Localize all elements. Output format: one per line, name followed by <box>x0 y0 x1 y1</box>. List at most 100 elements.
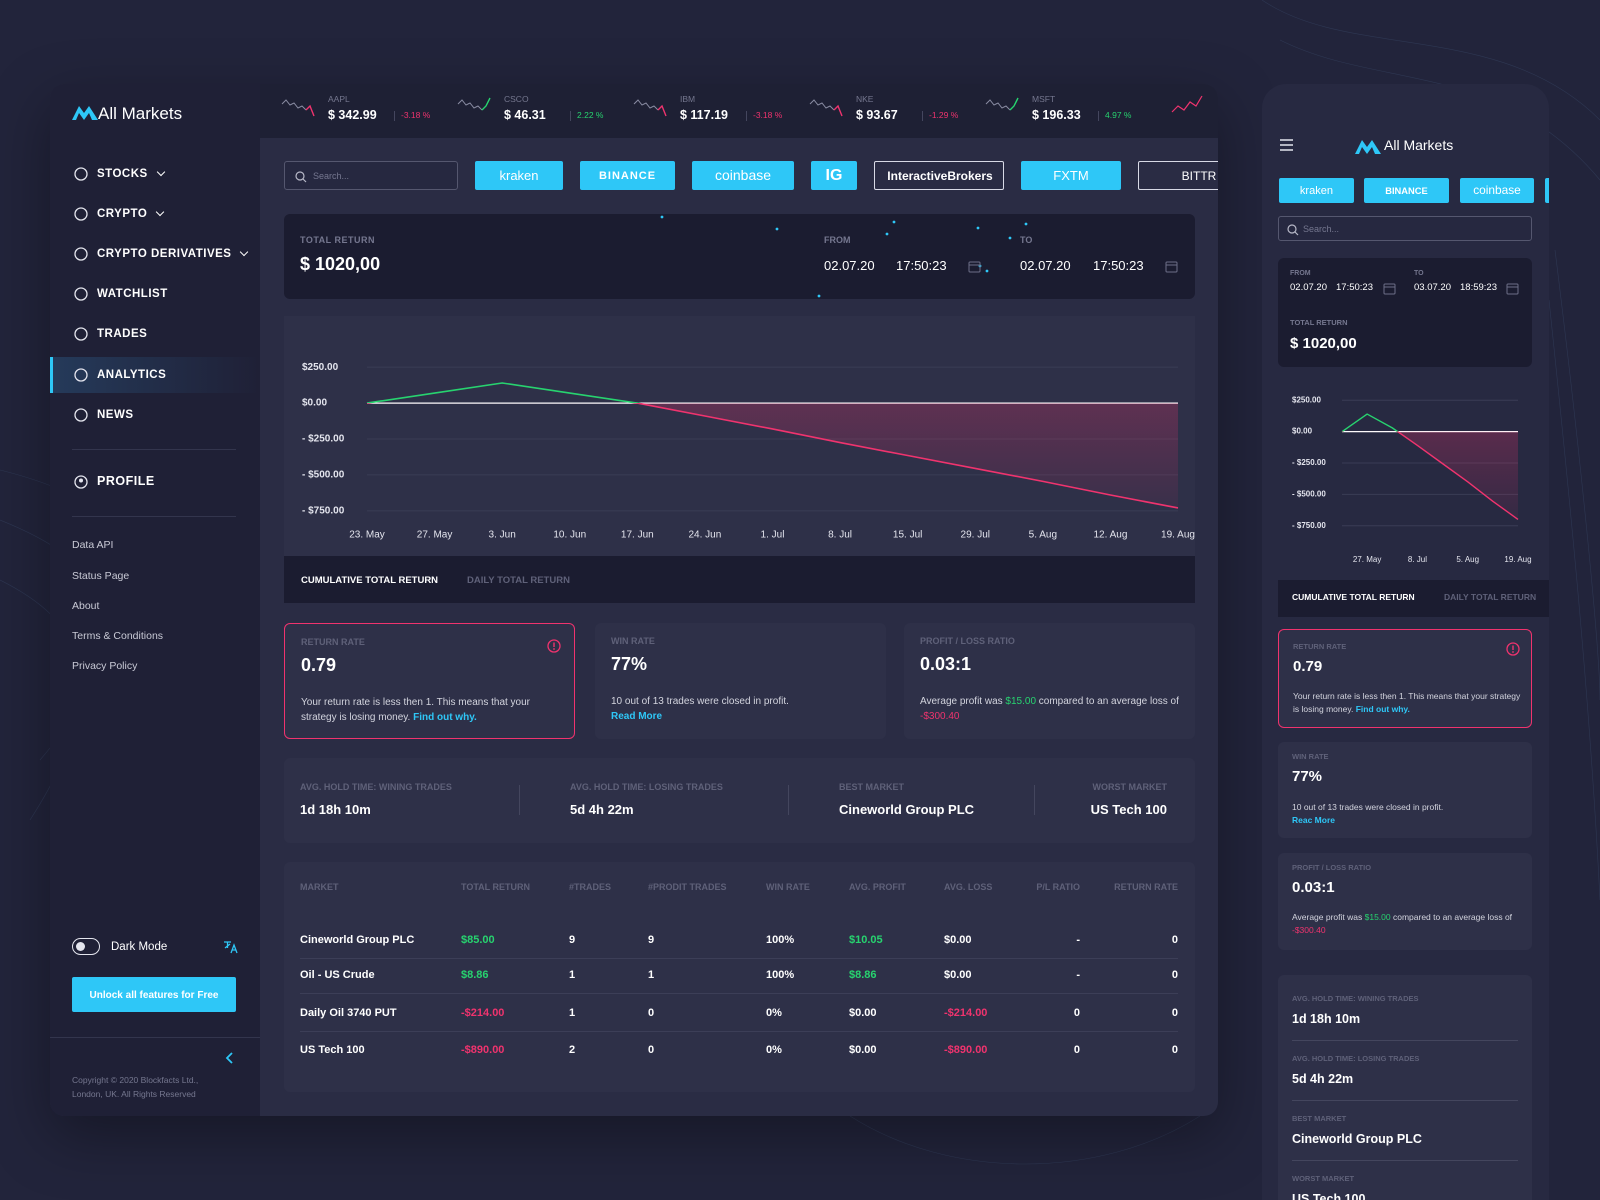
metric-card: WIN RATE 77% 10 out of 13 trades were clos… <box>1278 742 1532 838</box>
nav-icon <box>74 247 88 261</box>
table-header: AVG. LOSS <box>944 882 993 893</box>
sparkline <box>457 97 491 111</box>
exchange-button[interactable]: BINANCE <box>1364 178 1449 203</box>
link[interactable]: Reac More <box>1292 815 1335 825</box>
icon-part <box>79 478 83 483</box>
nav-profile[interactable]: PROFILE <box>97 474 155 489</box>
table-cell: 0 <box>648 1043 655 1056</box>
mesh-line <box>1279 39 1600 181</box>
exchange-name: kraken <box>499 167 539 183</box>
exchange-name: FXTM <box>1053 167 1089 183</box>
card-text: Average profit was $15.00 compared to an… <box>1292 911 1520 937</box>
exchange-button[interactable]: InteractiveBrokers <box>874 161 1004 190</box>
icon-part <box>74 207 88 221</box>
tab[interactable]: DAILY TOTAL RETURN <box>467 574 570 586</box>
separator <box>1034 785 1035 815</box>
row-separator <box>300 958 1178 959</box>
exchange-button[interactable]: coinbase <box>1460 178 1534 203</box>
link[interactable]: Find out why. <box>1355 704 1410 714</box>
collapse-icon <box>225 1052 233 1064</box>
tab[interactable]: DAILY TOTAL RETURN <box>1444 592 1537 603</box>
nav-item[interactable]: ANALYTICS <box>97 368 167 381</box>
calendar-icon <box>1383 283 1396 295</box>
exchange-name: IG <box>825 167 843 185</box>
label: FROM <box>824 235 851 246</box>
icon-part <box>660 215 664 219</box>
nav-item[interactable]: STOCKS <box>97 167 148 180</box>
footer-link[interactable]: Privacy Policy <box>72 660 138 673</box>
table-cell: $8.86 <box>849 968 877 981</box>
exchange-button[interactable]: coinbase <box>692 161 794 190</box>
ticker-change: -3.18 % <box>746 110 782 121</box>
footer-link[interactable]: Status Page <box>72 570 130 583</box>
icon-part <box>224 941 238 954</box>
exchange-button[interactable]: BINANCE <box>580 161 675 190</box>
table-cell: US Tech 100 <box>300 1043 365 1056</box>
sparkline <box>281 99 315 117</box>
icon-part <box>817 294 821 298</box>
stat-value: US Tech 100 <box>1292 1192 1366 1200</box>
exchange-button[interactable]: FXTM <box>1021 161 1121 190</box>
dark-mode-toggle[interactable] <box>72 938 100 955</box>
nav-item[interactable]: CRYPTO DERIVATIVES <box>97 247 232 260</box>
stat-label: AVG. HOLD TIME: WINING TRADES <box>300 782 452 793</box>
search-box[interactable]: Search... <box>284 161 458 190</box>
icon-part <box>985 269 989 273</box>
link[interactable]: Read More <box>611 711 663 722</box>
from-time: 17:50:23 <box>1336 281 1373 293</box>
stat-value: 5d 4h 22m <box>1292 1072 1354 1087</box>
logo <box>72 106 98 120</box>
table-cell: 0 <box>1073 1006 1080 1019</box>
to-time: 18:59:23 <box>1460 281 1497 293</box>
table-cell: 9 <box>648 933 655 946</box>
table-cell: $85.00 <box>461 933 495 946</box>
icon-part <box>1171 95 1203 113</box>
nav-item[interactable]: TRADES <box>97 327 148 340</box>
separator <box>72 516 236 517</box>
icon-part <box>74 475 88 489</box>
ticker-change: 4.97 % <box>1098 110 1131 121</box>
table-cell: $0.00 <box>944 933 972 946</box>
tab-active[interactable]: CUMULATIVE TOTAL RETURN <box>1292 592 1415 603</box>
calendar-icon <box>968 261 981 273</box>
from-date: 02.07.20 <box>1290 281 1327 293</box>
nav-item[interactable]: CRYPTO <box>97 207 148 220</box>
card-text: 10 out of 13 trades were closed in profi… <box>1292 801 1520 827</box>
table-cell: 0% <box>766 1043 782 1056</box>
nav-item[interactable]: NEWS <box>97 408 134 421</box>
text: $15.00 <box>1364 912 1391 922</box>
exchange-button[interactable]: IG <box>811 161 857 190</box>
text: Your return rate is less then 1. This me… <box>301 697 531 723</box>
stat-label: AVG. HOLD TIME: LOSING TRADES <box>570 782 723 793</box>
ticker-symbol: AAPL <box>328 94 350 105</box>
card-value: 0.79 <box>1293 657 1323 675</box>
nav-icon <box>74 408 88 422</box>
mesh-line <box>1554 249 1600 701</box>
mesh-line <box>849 1115 1201 1165</box>
unlock-button[interactable]: Unlock all features for Free <box>72 977 236 1012</box>
link[interactable]: Find out why. <box>413 712 477 723</box>
icon-part <box>72 106 98 120</box>
exchange-button[interactable]: kraken <box>475 161 563 190</box>
separator <box>1292 1040 1518 1041</box>
card-label: RETURN RATE <box>301 637 365 648</box>
search-placeholder: Search... <box>313 171 350 182</box>
exchange-button[interactable] <box>1545 178 1549 203</box>
separator <box>788 785 789 815</box>
footer-link[interactable]: Terms & Conditions <box>72 630 164 643</box>
search-box[interactable]: Search... <box>1278 216 1532 241</box>
total-return: $ 1020,00 <box>300 254 381 275</box>
separator <box>519 785 520 815</box>
tab-active[interactable]: CUMULATIVE TOTAL RETURN <box>301 574 439 586</box>
exchange-button[interactable]: BITTR <box>1138 161 1218 190</box>
decor-dots <box>660 215 1028 298</box>
footer-link[interactable]: About <box>72 600 100 613</box>
to-date: 02.07.20 <box>1020 257 1071 273</box>
icon-part <box>1024 222 1028 226</box>
stat-value: 1d 18h 10m <box>1292 1012 1361 1027</box>
mesh <box>0 0 1600 1165</box>
footer-link[interactable]: Data API <box>72 539 114 552</box>
exchange-button[interactable]: kraken <box>1279 178 1354 203</box>
separator <box>1292 1160 1518 1161</box>
nav-item[interactable]: WATCHLIST <box>97 287 168 300</box>
